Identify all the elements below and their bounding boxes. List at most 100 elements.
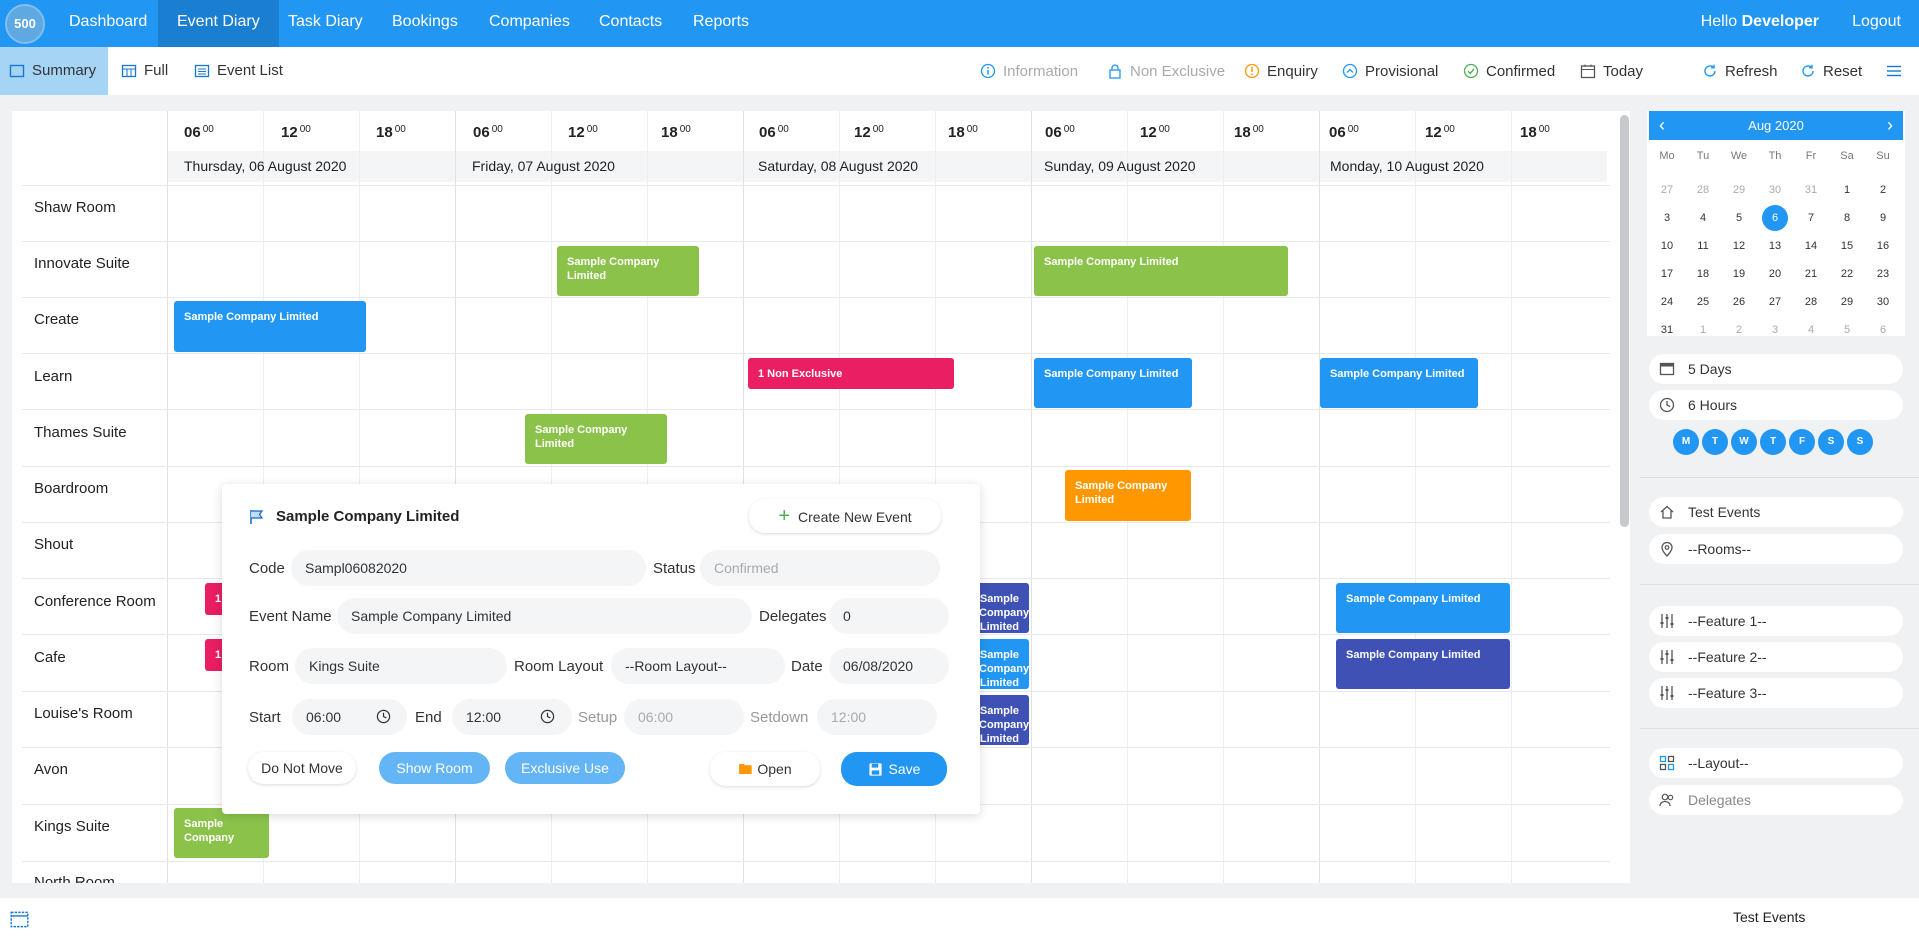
nav-reports[interactable]: Reports [693, 13, 750, 30]
day-toggle-button[interactable]: W [1731, 429, 1757, 455]
calendar-day[interactable]: 1 [1699, 324, 1707, 336]
show-room-button[interactable]: Show Room [379, 752, 490, 784]
calendar-day[interactable]: 1 [1843, 184, 1851, 196]
create-new-event-button[interactable]: + Create New Event [749, 499, 941, 533]
status-field[interactable]: Confirmed [700, 550, 940, 586]
day-toggle-button[interactable]: S [1847, 429, 1873, 455]
day-toggle-button[interactable]: T [1702, 429, 1728, 455]
exclusive-use-button[interactable]: Exclusive Use [505, 752, 625, 784]
nav-companies[interactable]: Companies [489, 13, 570, 30]
start-time-field[interactable]: 06:00 [292, 699, 407, 735]
view-event-list-button[interactable]: Event List [194, 47, 283, 95]
event-block[interactable]: Sample Company Limited [1034, 358, 1192, 408]
calendar-day[interactable]: 5 [1735, 212, 1743, 224]
calendar-day[interactable]: 3 [1771, 324, 1779, 336]
event-block[interactable]: 1 Non Exclusive [748, 358, 954, 389]
calendar-day[interactable]: 29 [1840, 296, 1854, 308]
calendar-day[interactable]: 4 [1807, 324, 1815, 336]
window-icon[interactable] [10, 910, 29, 929]
calendar-day[interactable]: 30 [1768, 184, 1782, 196]
calendar-day[interactable]: 31 [1660, 324, 1674, 336]
calendar-day[interactable]: 2 [1735, 324, 1743, 336]
day-toggle-button[interactable]: F [1789, 429, 1815, 455]
calendar-day[interactable]: 9 [1879, 212, 1887, 224]
feature-3-select[interactable]: --Feature 3-- [1649, 678, 1903, 708]
calendar-day[interactable]: 28 [1804, 296, 1818, 308]
legend-information[interactable]: Information [980, 47, 1078, 95]
calendar-day[interactable]: 4 [1699, 212, 1707, 224]
calendar-day[interactable]: 3 [1663, 212, 1671, 224]
calendar-day[interactable]: 30 [1876, 296, 1890, 308]
nav-contacts[interactable]: Contacts [599, 13, 663, 30]
event-block[interactable]: Sample Company Limited [174, 301, 366, 352]
legend-enquiry[interactable]: Enquiry [1244, 47, 1318, 95]
calendar-day[interactable]: 23 [1876, 268, 1890, 280]
events-select[interactable]: Test Events [1649, 497, 1903, 527]
calendar-day[interactable]: 11 [1697, 240, 1709, 252]
nav-task-diary[interactable]: Task Diary [288, 13, 363, 30]
view-summary-button[interactable]: Summary [0, 47, 109, 95]
event-name-field[interactable]: Sample Company Limited [337, 598, 752, 634]
calendar-day[interactable]: 5 [1843, 324, 1851, 336]
calendar-day[interactable]: 24 [1660, 296, 1674, 308]
calendar-day[interactable]: 18 [1696, 268, 1710, 280]
event-block[interactable]: Sample Company Limited [1320, 358, 1478, 408]
calendar-day[interactable]: 12 [1732, 240, 1746, 252]
calendar-day[interactable]: 25 [1696, 296, 1710, 308]
calendar-day[interactable]: 27 [1660, 184, 1674, 196]
day-toggle-button[interactable]: M [1673, 429, 1699, 455]
nav-event-diary[interactable]: Event Diary [158, 0, 279, 47]
calendar-day[interactable]: 2 [1879, 184, 1887, 196]
layout-select[interactable]: --Layout-- [1649, 748, 1903, 778]
legend-provisional[interactable]: Provisional [1342, 47, 1438, 95]
menu-button[interactable] [1886, 47, 1902, 95]
calendar-day[interactable]: 6 [1879, 324, 1887, 336]
calendar-day[interactable]: 6 [1757, 204, 1793, 232]
calendar-day[interactable]: 26 [1732, 296, 1746, 308]
room-layout-select[interactable]: --Room Layout-- [611, 648, 785, 684]
calendar-day[interactable]: 8 [1843, 212, 1851, 224]
delegates-field[interactable]: 0 [829, 598, 949, 634]
setup-field[interactable]: 06:00 [624, 699, 744, 735]
calendar-day[interactable]: 16 [1876, 240, 1890, 252]
setdown-field[interactable]: 12:00 [817, 699, 937, 735]
end-time-field[interactable]: 12:00 [452, 699, 572, 735]
event-block[interactable]: Sample Company Limited [1065, 470, 1191, 521]
calendar-day[interactable]: 19 [1732, 268, 1746, 280]
code-field[interactable]: Sampl06082020 [291, 550, 646, 586]
today-button[interactable]: Today [1580, 47, 1643, 95]
room-select[interactable]: Kings Suite [295, 648, 507, 684]
event-block[interactable]: Sample Company [174, 808, 269, 858]
calendar-day[interactable]: 28 [1696, 184, 1710, 196]
calendar-day[interactable]: 17 [1660, 268, 1674, 280]
delegates-input[interactable]: Delegates [1649, 785, 1903, 815]
refresh-button[interactable]: Refresh [1702, 47, 1778, 95]
day-toggle-button[interactable]: S [1818, 429, 1844, 455]
calendar-day[interactable]: 13 [1768, 240, 1782, 252]
event-block[interactable]: Sample Company Limited [1034, 246, 1288, 296]
legend-non-exclusive[interactable]: Non Exclusive [1107, 47, 1225, 95]
calendar-day[interactable]: 14 [1804, 240, 1818, 252]
feature-1-select[interactable]: --Feature 1-- [1649, 606, 1903, 636]
do-not-move-button[interactable]: Do Not Move [248, 752, 356, 784]
feature-2-select[interactable]: --Feature 2-- [1649, 642, 1903, 672]
calendar-day[interactable]: 15 [1840, 240, 1854, 252]
calendar-day[interactable]: 20 [1768, 268, 1782, 280]
event-block[interactable]: Sample Company Limited [1336, 583, 1510, 633]
open-button[interactable]: 🖿 Open [710, 752, 820, 786]
date-field[interactable]: 06/08/2020 [829, 648, 949, 684]
hours-select[interactable]: 6 Hours [1649, 390, 1903, 420]
logout-link[interactable]: Logout [1852, 13, 1901, 30]
legend-confirmed[interactable]: Confirmed [1463, 47, 1555, 95]
event-block[interactable]: Sample Company Limited [525, 414, 667, 464]
calendar-day[interactable]: 27 [1768, 296, 1782, 308]
event-block[interactable]: Sample Company Limited [1336, 639, 1510, 689]
days-select[interactable]: 5 Days [1649, 354, 1903, 384]
event-block[interactable]: Sample Company Limited [557, 246, 699, 296]
calendar-day[interactable]: 7 [1807, 212, 1815, 224]
calendar-day[interactable]: 21 [1804, 268, 1818, 280]
prev-month-button[interactable]: ‹ [1659, 115, 1665, 135]
app-logo[interactable]: 500 [5, 4, 45, 44]
nav-bookings[interactable]: Bookings [392, 13, 458, 30]
calendar-day[interactable]: 29 [1732, 184, 1746, 196]
